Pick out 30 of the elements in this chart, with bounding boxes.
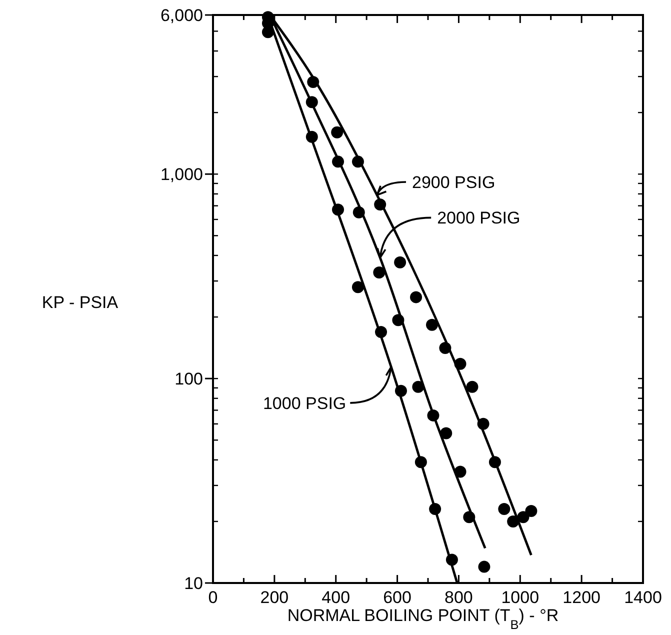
annotation: 2900 PSIG [412,172,496,192]
point [394,256,406,268]
point [440,427,452,440]
x-tick-label: 400 [322,588,350,607]
annotation: 2000 PSIG [437,208,520,228]
point [478,560,490,573]
y-tick-label: 100 [174,369,203,388]
x-tick-label: 0 [208,588,218,607]
point [373,266,386,279]
y-axis-title: KP - PSIA [42,293,119,312]
point [525,504,538,517]
y-tick-label: 10 [184,574,203,593]
point [352,281,364,294]
point [331,126,344,138]
x-axis-title: NORMAL BOILING POINT (T$_{B}$) - °R [287,606,559,632]
x-tick-label: 1200 [562,588,600,607]
point [498,503,510,516]
y-tick-label: 6,000 [160,6,203,25]
y-tick-label: 1,000 [160,165,203,184]
x-tick-label: 800 [444,588,473,607]
annotation: 1000 PSIG [262,394,346,413]
point [262,26,274,38]
x-tick-label: 1000 [501,588,540,607]
x-tick-label: 1400 [624,588,662,607]
x-tick-label: 200 [260,588,289,607]
point [412,380,424,393]
point [410,291,422,304]
point [426,318,438,331]
x-tick-label: 600 [383,588,412,607]
point [466,380,478,393]
